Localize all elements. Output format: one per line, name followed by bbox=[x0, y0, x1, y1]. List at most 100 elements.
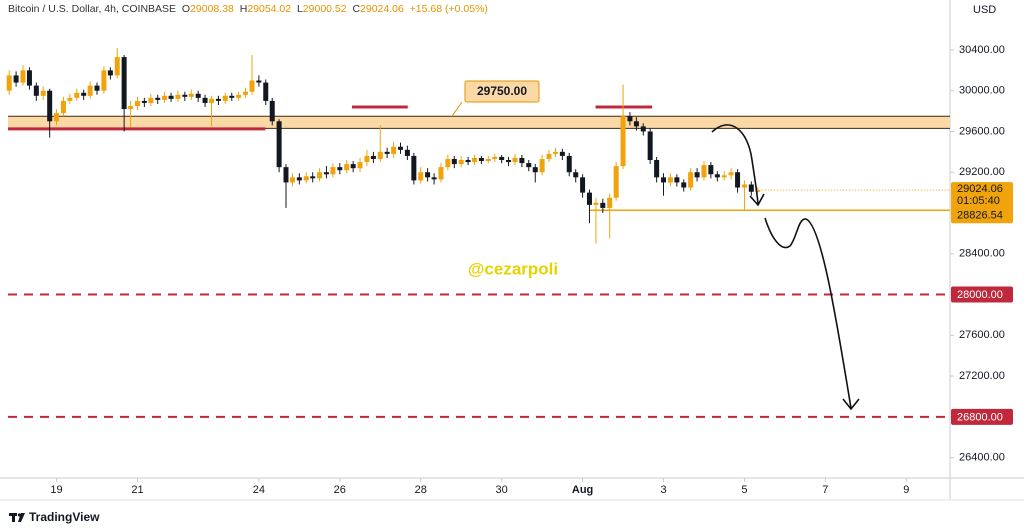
candle-body bbox=[155, 97, 161, 100]
price-tag-label: 28000.00 bbox=[957, 289, 1003, 301]
candle-body bbox=[613, 166, 619, 198]
candle-body bbox=[721, 175, 727, 178]
candle-body bbox=[377, 151, 383, 159]
candle-body bbox=[458, 160, 464, 165]
candle-body bbox=[33, 85, 39, 96]
candle-body bbox=[694, 172, 700, 178]
candle-body bbox=[209, 98, 215, 103]
candle-body bbox=[478, 157, 484, 162]
candle-body bbox=[418, 172, 424, 181]
price-tag bbox=[951, 286, 1013, 303]
candle-body bbox=[425, 172, 431, 178]
x-tick-label: 19 bbox=[50, 484, 62, 496]
candle-body bbox=[654, 160, 660, 178]
candle-body bbox=[586, 192, 592, 205]
candle-body bbox=[728, 172, 734, 176]
candle-body bbox=[128, 105, 134, 110]
candle-body bbox=[26, 70, 32, 86]
candle-body bbox=[735, 172, 741, 188]
candle-body bbox=[465, 160, 471, 163]
candle-body bbox=[620, 116, 626, 167]
countdown: 01:05:40 bbox=[957, 195, 1000, 207]
candle-body bbox=[674, 177, 680, 183]
y-tick-label: 30400.00 bbox=[959, 44, 1005, 56]
x-tick-label: 3 bbox=[660, 484, 666, 496]
candle-body bbox=[249, 80, 255, 92]
candle-body bbox=[276, 121, 282, 168]
candle-body bbox=[370, 155, 376, 159]
zone-label: 29750.00 bbox=[477, 84, 527, 98]
resistance-zone bbox=[8, 116, 950, 129]
y-tick-label: 27200.00 bbox=[959, 370, 1005, 382]
candle-body bbox=[438, 167, 444, 180]
candle-body bbox=[640, 126, 646, 132]
price-tag-label: 26800.00 bbox=[957, 411, 1003, 423]
candle-body bbox=[141, 100, 147, 103]
ohlc-value: 29008.38 bbox=[190, 3, 234, 15]
candle-body bbox=[667, 177, 673, 183]
candle-body bbox=[411, 155, 417, 181]
candle-body bbox=[552, 151, 558, 154]
candle-body bbox=[188, 93, 194, 97]
candle-body bbox=[13, 75, 19, 83]
candle-body bbox=[20, 70, 26, 83]
candle-body bbox=[714, 174, 720, 178]
ohlc-letter: O bbox=[181, 3, 191, 15]
candle-body bbox=[148, 97, 154, 103]
candle-body bbox=[391, 146, 397, 154]
candle-body bbox=[121, 57, 127, 110]
candle-body bbox=[101, 70, 107, 91]
candle-body bbox=[364, 155, 370, 163]
candle-body bbox=[310, 176, 316, 179]
candle-body bbox=[236, 94, 242, 98]
candle-body bbox=[519, 157, 525, 164]
candle-body bbox=[539, 158, 545, 173]
change: +15.68 bbox=[409, 3, 443, 15]
candle-body bbox=[74, 92, 80, 98]
candle-body bbox=[330, 167, 336, 175]
ohlc-value: 29000.52 bbox=[302, 3, 347, 15]
candle-body bbox=[114, 57, 120, 76]
candle-body bbox=[559, 151, 565, 156]
candle-body bbox=[202, 97, 208, 103]
candle-body bbox=[269, 100, 275, 122]
candle-body bbox=[303, 176, 309, 181]
candle-body bbox=[40, 90, 46, 96]
y-tick-label: 30000.00 bbox=[959, 85, 1005, 97]
candle-body bbox=[755, 190, 761, 192]
ohlc-letter: H bbox=[239, 3, 248, 15]
x-tick-label: 24 bbox=[253, 484, 265, 496]
candle-body bbox=[182, 94, 188, 97]
candle-body bbox=[661, 177, 667, 183]
candle-body bbox=[404, 149, 410, 156]
candle-body bbox=[647, 131, 653, 161]
candle-body bbox=[60, 100, 66, 114]
price-tag-label: 28826.54 bbox=[957, 210, 1003, 222]
symbol: Bitcoin / U.S. Dollar, 4h, COINBASE bbox=[8, 3, 177, 15]
x-tick-label: 21 bbox=[131, 484, 143, 496]
candle-body bbox=[681, 182, 687, 188]
price-tag bbox=[951, 207, 1013, 224]
candle-body bbox=[512, 157, 518, 163]
zone-label-box bbox=[464, 80, 540, 103]
candle-body bbox=[168, 95, 174, 99]
candle-body bbox=[67, 97, 73, 101]
candle-body bbox=[573, 172, 579, 178]
ohlc-letter: L bbox=[296, 3, 303, 15]
candle-body bbox=[357, 162, 363, 169]
candle-body bbox=[566, 155, 572, 173]
candle-body bbox=[580, 177, 586, 193]
candle-body bbox=[600, 202, 606, 208]
x-tick-label: 9 bbox=[903, 484, 909, 496]
ohlc-value: 29024.06 bbox=[360, 3, 404, 15]
candle-body bbox=[701, 165, 707, 178]
candle-body bbox=[499, 156, 505, 161]
candle-body bbox=[87, 85, 93, 96]
candle-body bbox=[337, 167, 343, 171]
candle-body bbox=[162, 95, 168, 100]
x-tick-label: 7 bbox=[822, 484, 828, 496]
candle-body bbox=[741, 184, 747, 188]
x-tick-label: 30 bbox=[496, 484, 508, 496]
